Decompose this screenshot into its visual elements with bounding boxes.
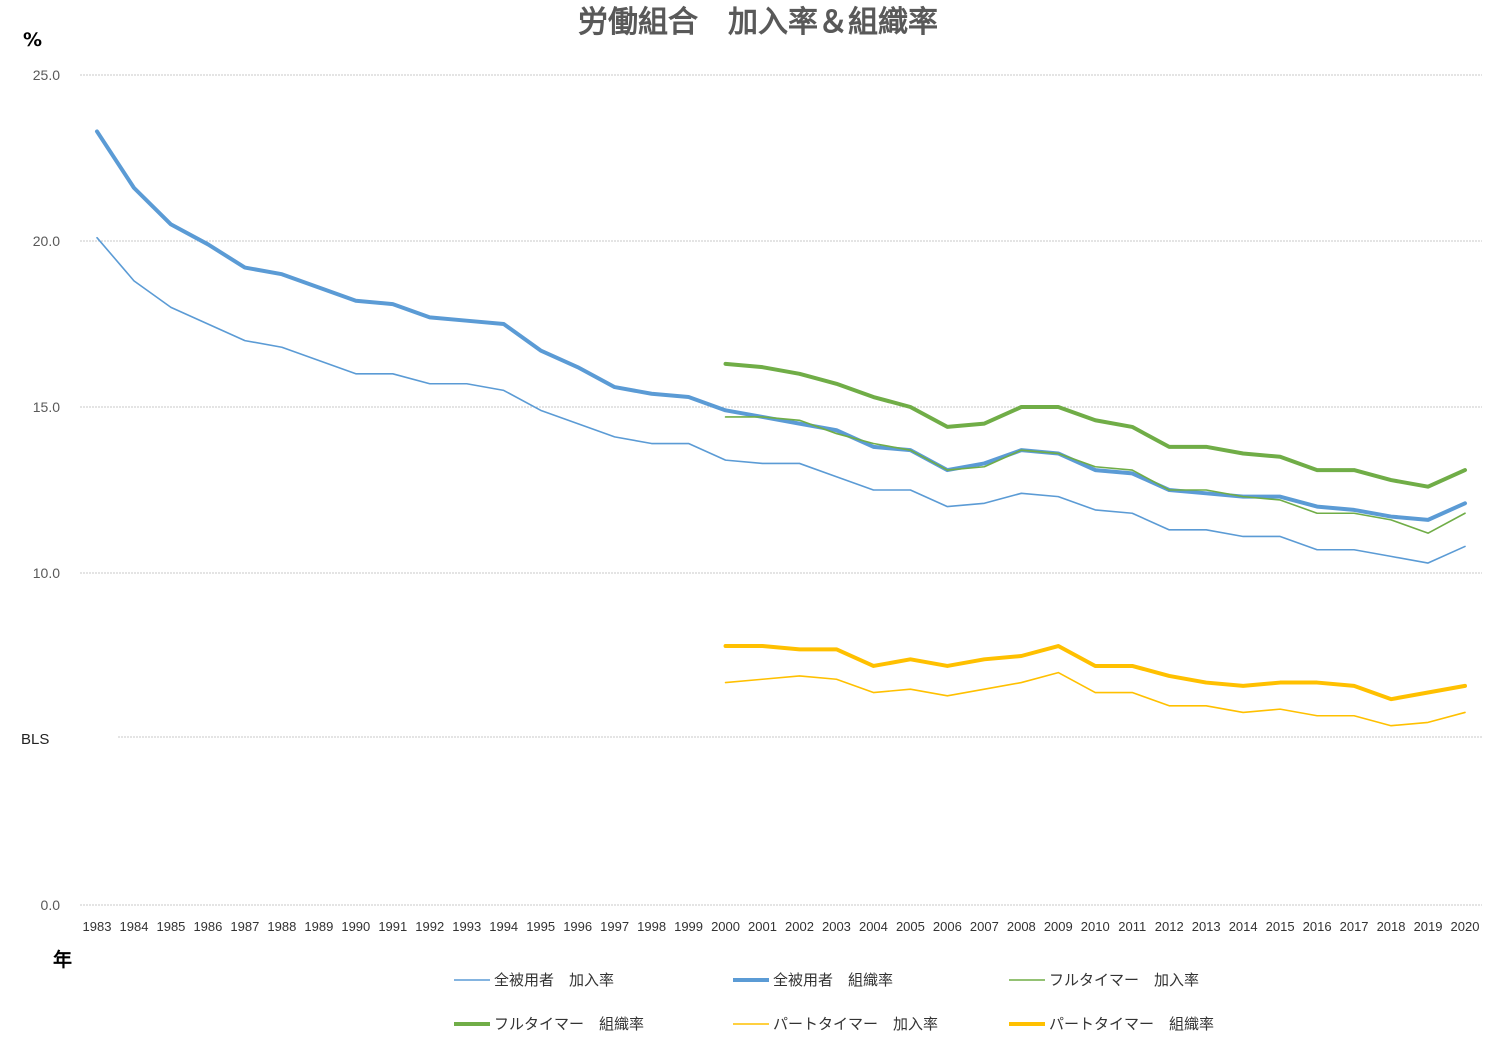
x-tick-label: 1991 — [378, 919, 407, 934]
x-tick-label: 2009 — [1044, 919, 1073, 934]
x-tick-label: 1994 — [489, 919, 518, 934]
legend-label: 全被用者 加入率 — [494, 971, 614, 989]
legend-label: パートタイマー 組織率 — [1049, 1015, 1214, 1033]
gridlines — [80, 74, 1482, 906]
x-tick-label: 2003 — [822, 919, 851, 934]
x-tick-label: 2017 — [1340, 919, 1369, 934]
x-tick-label: 1983 — [83, 919, 112, 934]
x-tick-label: 2004 — [859, 919, 888, 934]
x-tick-label: 2005 — [896, 919, 925, 934]
x-tick-label: 1990 — [341, 919, 370, 934]
x-tick-label: 2002 — [785, 919, 814, 934]
x-tick-label: 2006 — [933, 919, 962, 934]
y-tick-label: 0.0 — [41, 897, 61, 913]
series-line-1 — [96, 236, 1466, 564]
x-tick-label: 1988 — [267, 919, 296, 934]
x-tick-label: 2007 — [970, 919, 999, 934]
x-tick-label: 1997 — [600, 919, 629, 934]
x-tick-label: 1996 — [563, 919, 592, 934]
series-line-5 — [724, 671, 1466, 727]
y-tick-label: 15.0 — [33, 399, 60, 415]
x-tick-label: 2001 — [748, 919, 777, 934]
x-tick-label: 2015 — [1266, 919, 1295, 934]
x-tick-label: 1989 — [304, 919, 333, 934]
series-lines — [95, 129, 1467, 727]
y-tick-labels: 25.0 20.0 15.0 10.0 0.0 — [33, 67, 60, 913]
x-tick-label: 2008 — [1007, 919, 1036, 934]
series-line-3 — [724, 416, 1466, 534]
legend-label: パートタイマー 加入率 — [773, 1015, 938, 1033]
x-axis-label: 年 — [53, 948, 72, 971]
series-line-4 — [723, 361, 1467, 489]
series-line-6 — [723, 644, 1467, 702]
x-tick-label: 2019 — [1414, 919, 1443, 934]
x-tick-label: 2000 — [711, 919, 740, 934]
x-tick-label: 2012 — [1155, 919, 1184, 934]
legend-label: 全被用者 組織率 — [773, 971, 893, 989]
x-tick-label: 2020 — [1451, 919, 1480, 934]
legend-label: フルタイマー 組織率 — [494, 1015, 644, 1033]
x-tick-label: 2013 — [1192, 919, 1221, 934]
y-tick-label: 10.0 — [33, 565, 60, 581]
x-tick-label: 1995 — [526, 919, 555, 934]
x-tick-label: 1999 — [674, 919, 703, 934]
series-line-2 — [95, 129, 1467, 522]
x-tick-label: 1986 — [193, 919, 222, 934]
x-tick-label: 2014 — [1229, 919, 1258, 934]
x-tick-label: 2010 — [1081, 919, 1110, 934]
x-tick-labels: 1983 1984 1985 1986 1987 1988 1989 1990 1991 1992… — [83, 919, 1480, 934]
y-tick-label: 25.0 — [33, 67, 60, 83]
chart-title: 労働組合 加入率＆組織率 — [578, 5, 938, 40]
source-note: BLS — [21, 731, 49, 748]
x-tick-label: 2011 — [1118, 919, 1146, 934]
x-tick-label: 1987 — [230, 919, 259, 934]
legend-label: フルタイマー 加入率 — [1049, 971, 1199, 989]
x-tick-label: 1993 — [452, 919, 481, 934]
x-tick-label: 1992 — [415, 919, 444, 934]
x-tick-label: 1985 — [156, 919, 185, 934]
x-tick-label: 1984 — [120, 919, 149, 934]
y-tick-label: 20.0 — [33, 233, 60, 249]
x-tick-label: 2016 — [1303, 919, 1332, 934]
x-tick-label: 1998 — [637, 919, 666, 934]
x-tick-label: 2018 — [1377, 919, 1406, 934]
y-axis-label: % — [23, 29, 42, 51]
